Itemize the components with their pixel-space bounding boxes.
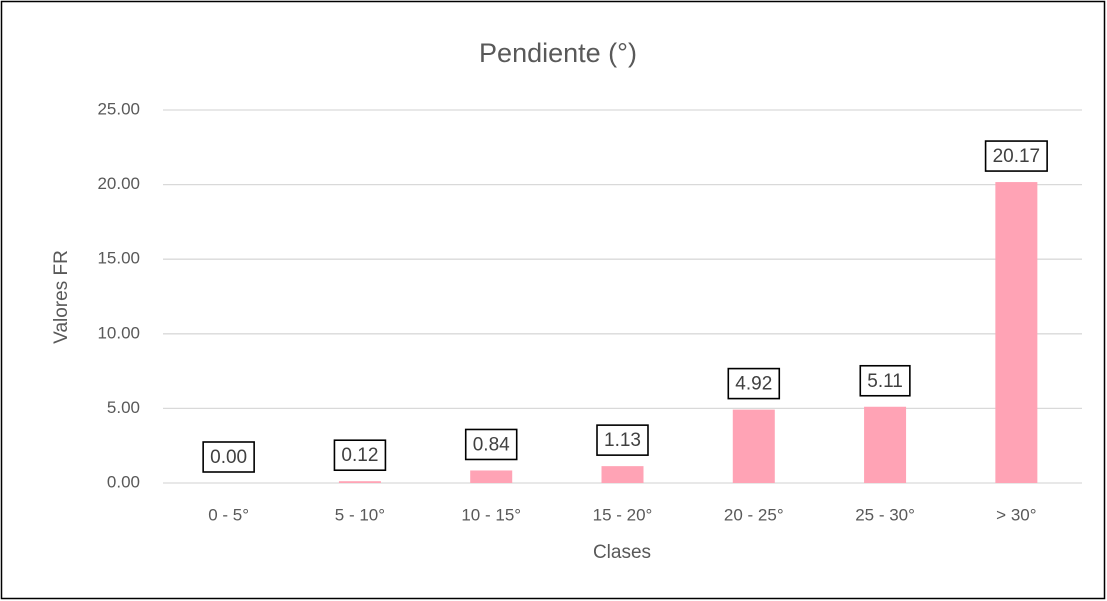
y-axis-title: Valores FR bbox=[51, 250, 72, 344]
bar bbox=[601, 466, 644, 483]
x-axis-title: Clases bbox=[593, 542, 651, 563]
data-label-box bbox=[202, 441, 255, 473]
y-tick-label: 25.00 bbox=[97, 99, 140, 118]
data-label: 4.92 bbox=[735, 374, 772, 395]
x-tick-label: 0 - 5° bbox=[208, 505, 249, 524]
data-label-box bbox=[333, 439, 387, 472]
y-tick-label: 5.00 bbox=[107, 398, 140, 417]
bar bbox=[864, 406, 907, 483]
data-label-box bbox=[727, 367, 781, 400]
data-label: 0.84 bbox=[473, 434, 510, 455]
data-label: 5.11 bbox=[867, 371, 903, 392]
bar bbox=[338, 481, 381, 483]
x-tick-label: > 30° bbox=[996, 505, 1036, 524]
chart-title: Pendiente (°) bbox=[479, 38, 637, 68]
bar bbox=[470, 470, 513, 483]
data-label-box bbox=[464, 428, 518, 461]
data-label-box bbox=[859, 364, 911, 397]
x-tick-label: 5 - 10° bbox=[335, 505, 385, 524]
y-tick-label: 0.00 bbox=[107, 472, 140, 491]
x-tick-label: 15 - 20° bbox=[593, 505, 653, 524]
bar bbox=[732, 409, 775, 483]
bar bbox=[995, 182, 1038, 483]
data-label: 0.12 bbox=[341, 445, 378, 466]
x-tick-label: 20 - 25° bbox=[724, 505, 784, 524]
data-label: 0.00 bbox=[210, 447, 247, 468]
x-tick-label: 10 - 15° bbox=[461, 505, 521, 524]
data-label-box bbox=[596, 424, 649, 456]
y-tick-label: 20.00 bbox=[97, 174, 140, 193]
x-tick-label: 25 - 30° bbox=[855, 505, 915, 524]
y-tick-label: 15.00 bbox=[97, 249, 140, 268]
data-label: 20.17 bbox=[993, 146, 1041, 167]
data-label: 1.13 bbox=[604, 430, 641, 451]
data-label-box bbox=[984, 140, 1048, 172]
y-tick-label: 10.00 bbox=[97, 323, 140, 342]
